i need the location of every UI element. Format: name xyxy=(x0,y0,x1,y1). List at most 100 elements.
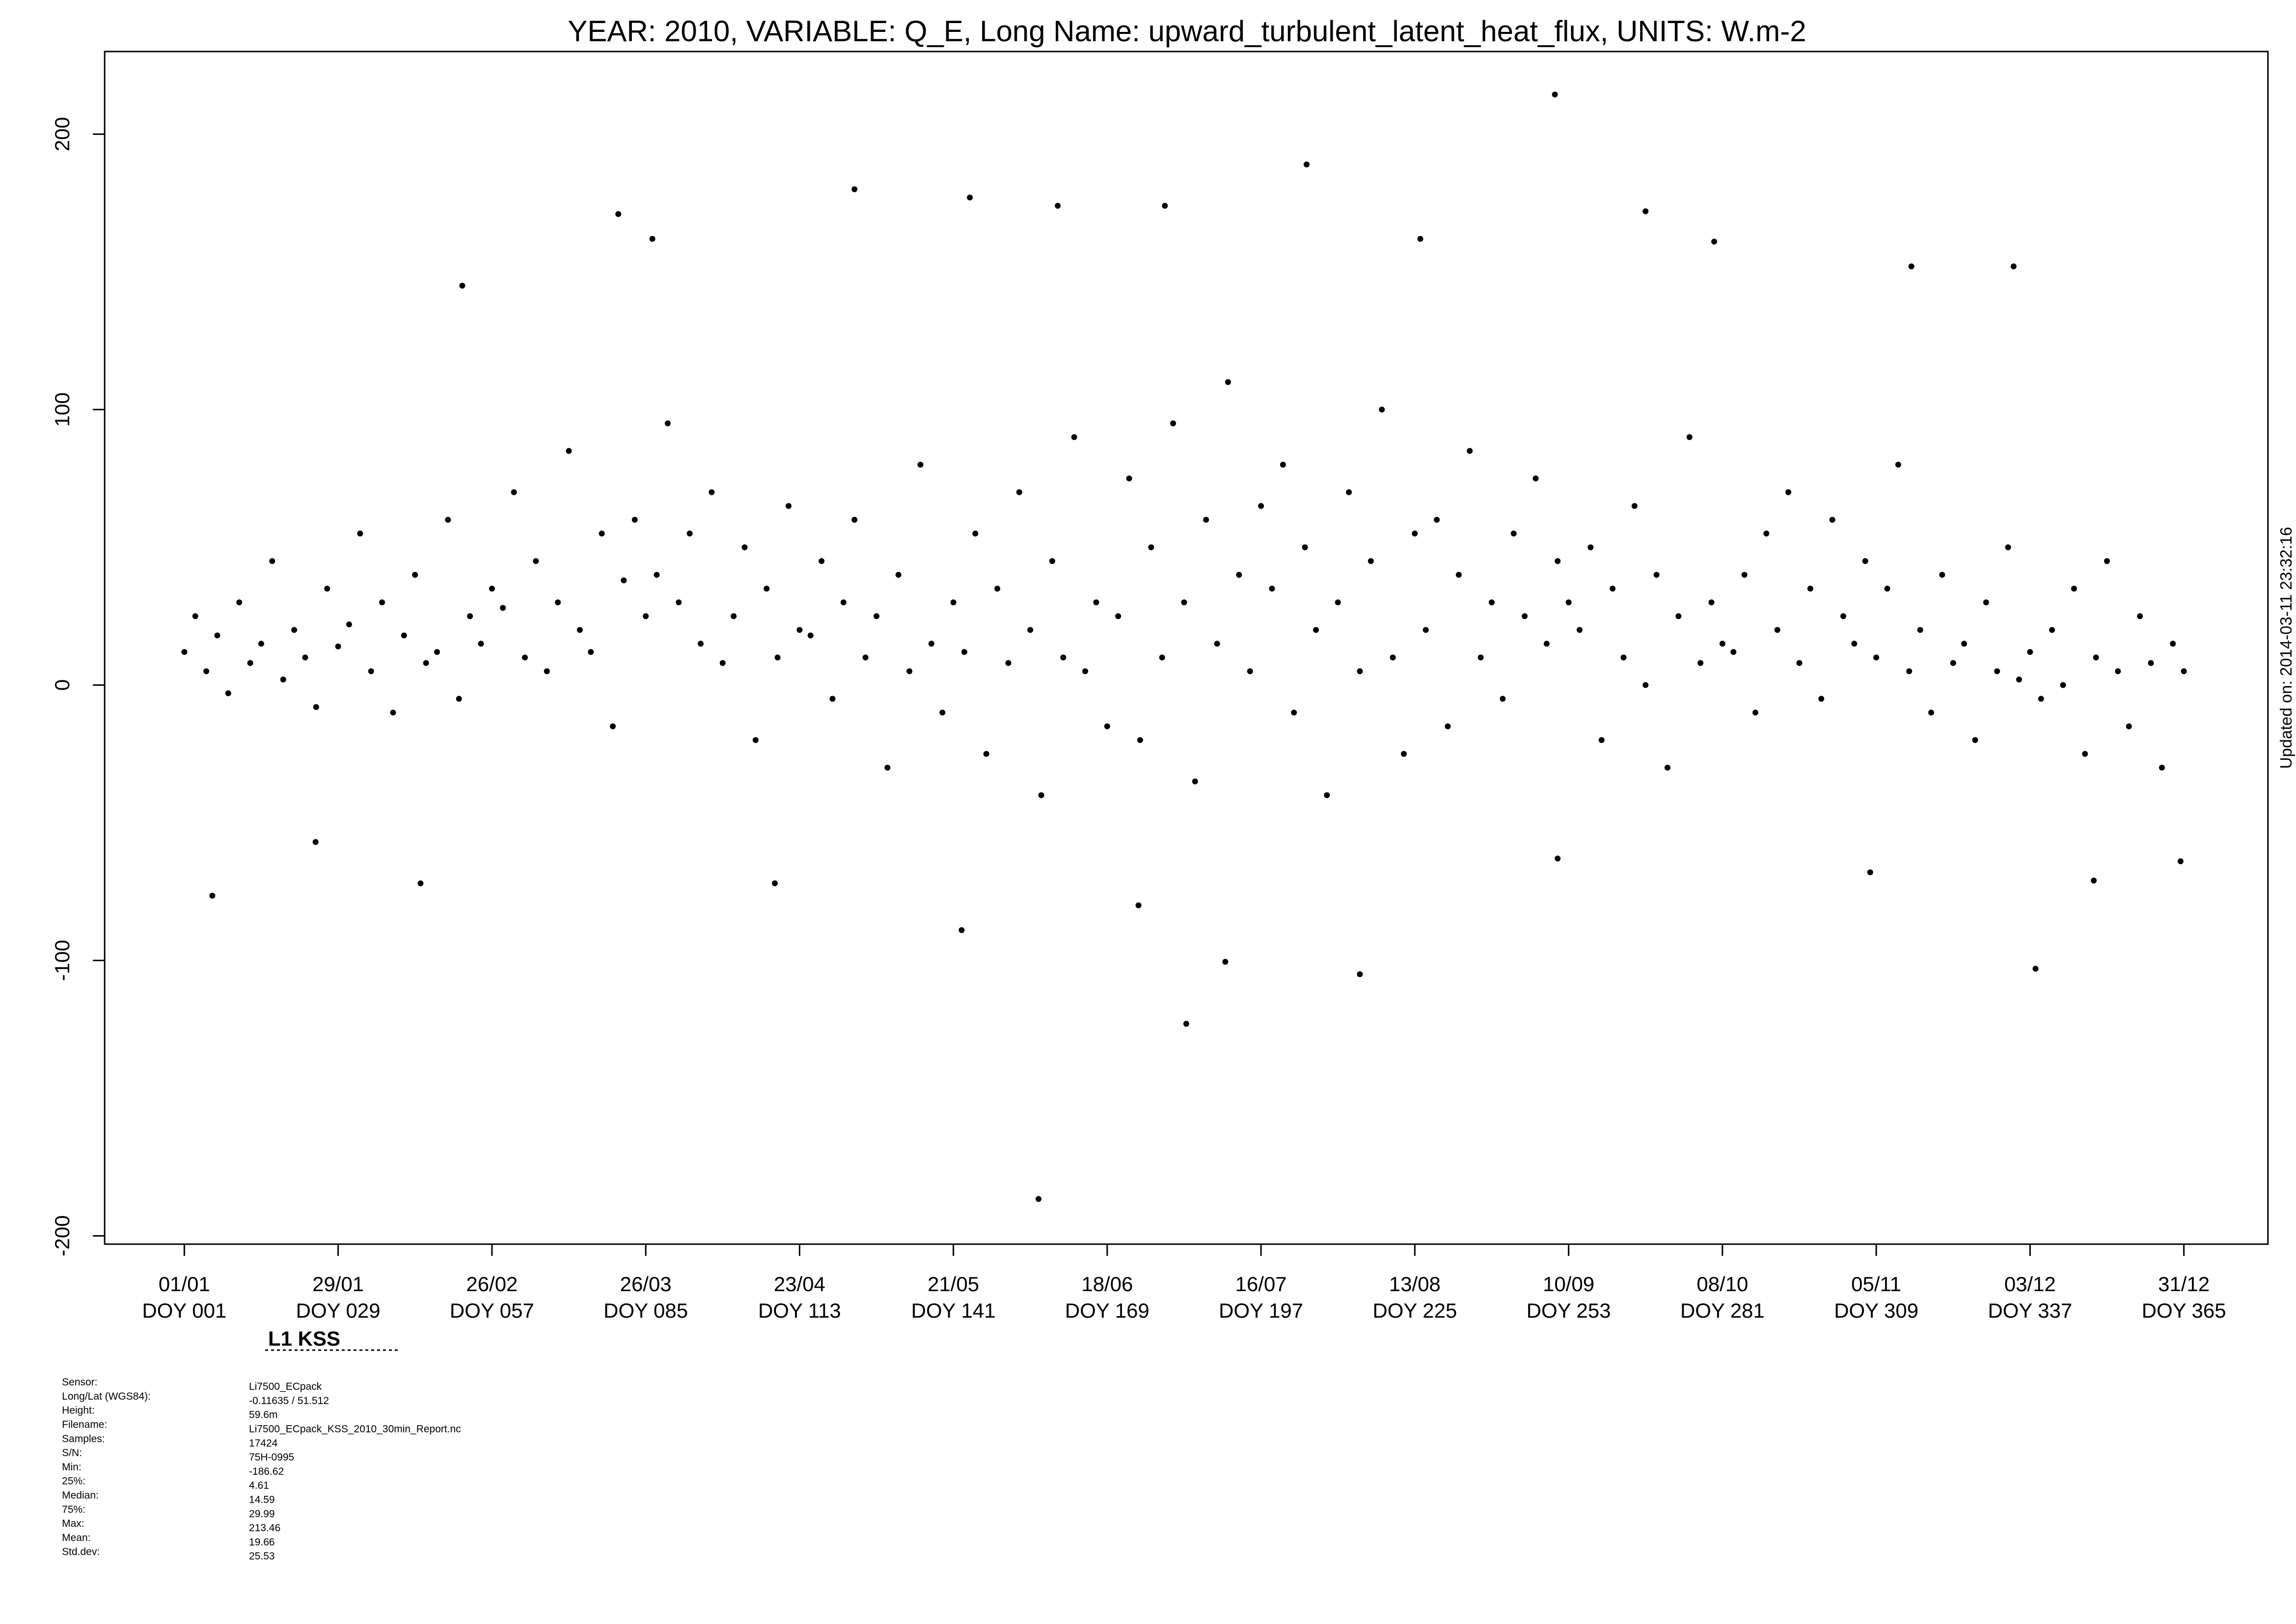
point xyxy=(1258,503,1264,509)
x-tick-label: 29/01 xyxy=(312,1272,364,1296)
x-tick-label: DOY 141 xyxy=(911,1299,996,1322)
point xyxy=(1214,641,1220,647)
info-key: Median: xyxy=(62,1489,99,1501)
point xyxy=(423,660,429,666)
point xyxy=(566,448,572,454)
x-tick-label: 23/04 xyxy=(774,1272,825,1296)
point xyxy=(280,677,286,683)
point xyxy=(1324,792,1330,798)
point xyxy=(939,709,946,716)
info-value: 75H-0995 xyxy=(249,1452,294,1463)
point xyxy=(312,839,319,845)
point xyxy=(1587,544,1594,550)
point xyxy=(1873,654,1880,661)
point xyxy=(1500,696,1506,702)
y-tick-label: -100 xyxy=(51,940,74,981)
plot-frame xyxy=(104,51,2269,1245)
info-value: -186.62 xyxy=(249,1466,284,1477)
point xyxy=(1867,869,1873,875)
point xyxy=(1183,1021,1189,1027)
x-tick-label: 08/10 xyxy=(1696,1272,1748,1296)
point xyxy=(2093,654,2099,661)
point xyxy=(1994,668,2000,675)
point xyxy=(181,649,188,655)
point xyxy=(807,632,814,639)
point xyxy=(1159,654,1165,661)
point xyxy=(1412,530,1418,537)
point xyxy=(1665,764,1671,771)
point xyxy=(709,489,715,495)
info-value: Li7500_ECpack xyxy=(249,1381,322,1392)
point xyxy=(917,461,924,468)
point xyxy=(236,599,243,606)
updated-note: Updated on: 2014-03-11 23:32:16 xyxy=(2277,527,2295,769)
y-tick-label: 100 xyxy=(51,392,74,427)
point xyxy=(654,571,660,578)
point xyxy=(588,649,594,655)
x-tick-label: DOY 085 xyxy=(603,1299,688,1322)
point xyxy=(1335,599,1341,606)
point xyxy=(1016,489,1022,495)
point xyxy=(1379,406,1385,413)
y-tick-label: 0 xyxy=(51,679,74,691)
point xyxy=(1357,971,1363,977)
point xyxy=(686,530,693,537)
point xyxy=(1631,503,1638,509)
point xyxy=(829,696,836,702)
point xyxy=(1697,660,1704,666)
point xyxy=(1752,709,1759,716)
info-key: Samples: xyxy=(62,1433,105,1444)
point xyxy=(950,599,957,606)
x-tick-label: DOY 029 xyxy=(296,1299,381,1322)
point xyxy=(1225,379,1231,385)
point xyxy=(412,571,418,578)
point xyxy=(2091,877,2097,884)
info-value: 59.6m xyxy=(249,1409,277,1421)
point xyxy=(972,530,979,537)
point xyxy=(1162,203,1168,209)
point xyxy=(478,641,484,647)
point xyxy=(1983,599,1989,606)
point xyxy=(2181,668,2187,675)
point xyxy=(576,627,583,633)
point xyxy=(1522,613,1528,620)
point xyxy=(676,599,682,606)
point xyxy=(1774,627,1780,633)
point xyxy=(2038,696,2044,702)
point xyxy=(459,282,465,289)
info-value: 4.61 xyxy=(249,1480,269,1491)
x-tick-label: 31/12 xyxy=(2158,1272,2210,1296)
point xyxy=(1840,613,1847,620)
info-key: Min: xyxy=(62,1462,82,1473)
point xyxy=(764,585,770,592)
point xyxy=(1642,682,1649,688)
point xyxy=(649,236,656,242)
point xyxy=(1730,649,1737,655)
info-value: 29.99 xyxy=(249,1508,275,1519)
y-tick-label: 200 xyxy=(51,117,74,151)
x-tick-label: 13/08 xyxy=(1389,1272,1441,1296)
point xyxy=(192,613,198,620)
point xyxy=(1620,654,1627,661)
info-key: Mean: xyxy=(62,1532,90,1543)
point xyxy=(346,621,352,627)
point xyxy=(643,613,649,620)
point xyxy=(456,696,462,702)
point xyxy=(247,660,253,666)
point xyxy=(1555,855,1561,862)
point xyxy=(521,654,528,661)
info-value: 14.59 xyxy=(249,1494,275,1505)
x-tick-label: 10/09 xyxy=(1543,1272,1594,1296)
point xyxy=(2104,558,2110,564)
point xyxy=(1291,709,1297,716)
point xyxy=(1222,959,1229,965)
x-tick-label: DOY 365 xyxy=(2142,1299,2226,1322)
x-tick-label: DOY 309 xyxy=(1834,1299,1918,1322)
point xyxy=(2082,751,2088,757)
point xyxy=(1467,448,1473,454)
point xyxy=(1346,489,1352,495)
point xyxy=(1269,585,1275,592)
point xyxy=(1027,627,1034,633)
point xyxy=(1653,571,1660,578)
